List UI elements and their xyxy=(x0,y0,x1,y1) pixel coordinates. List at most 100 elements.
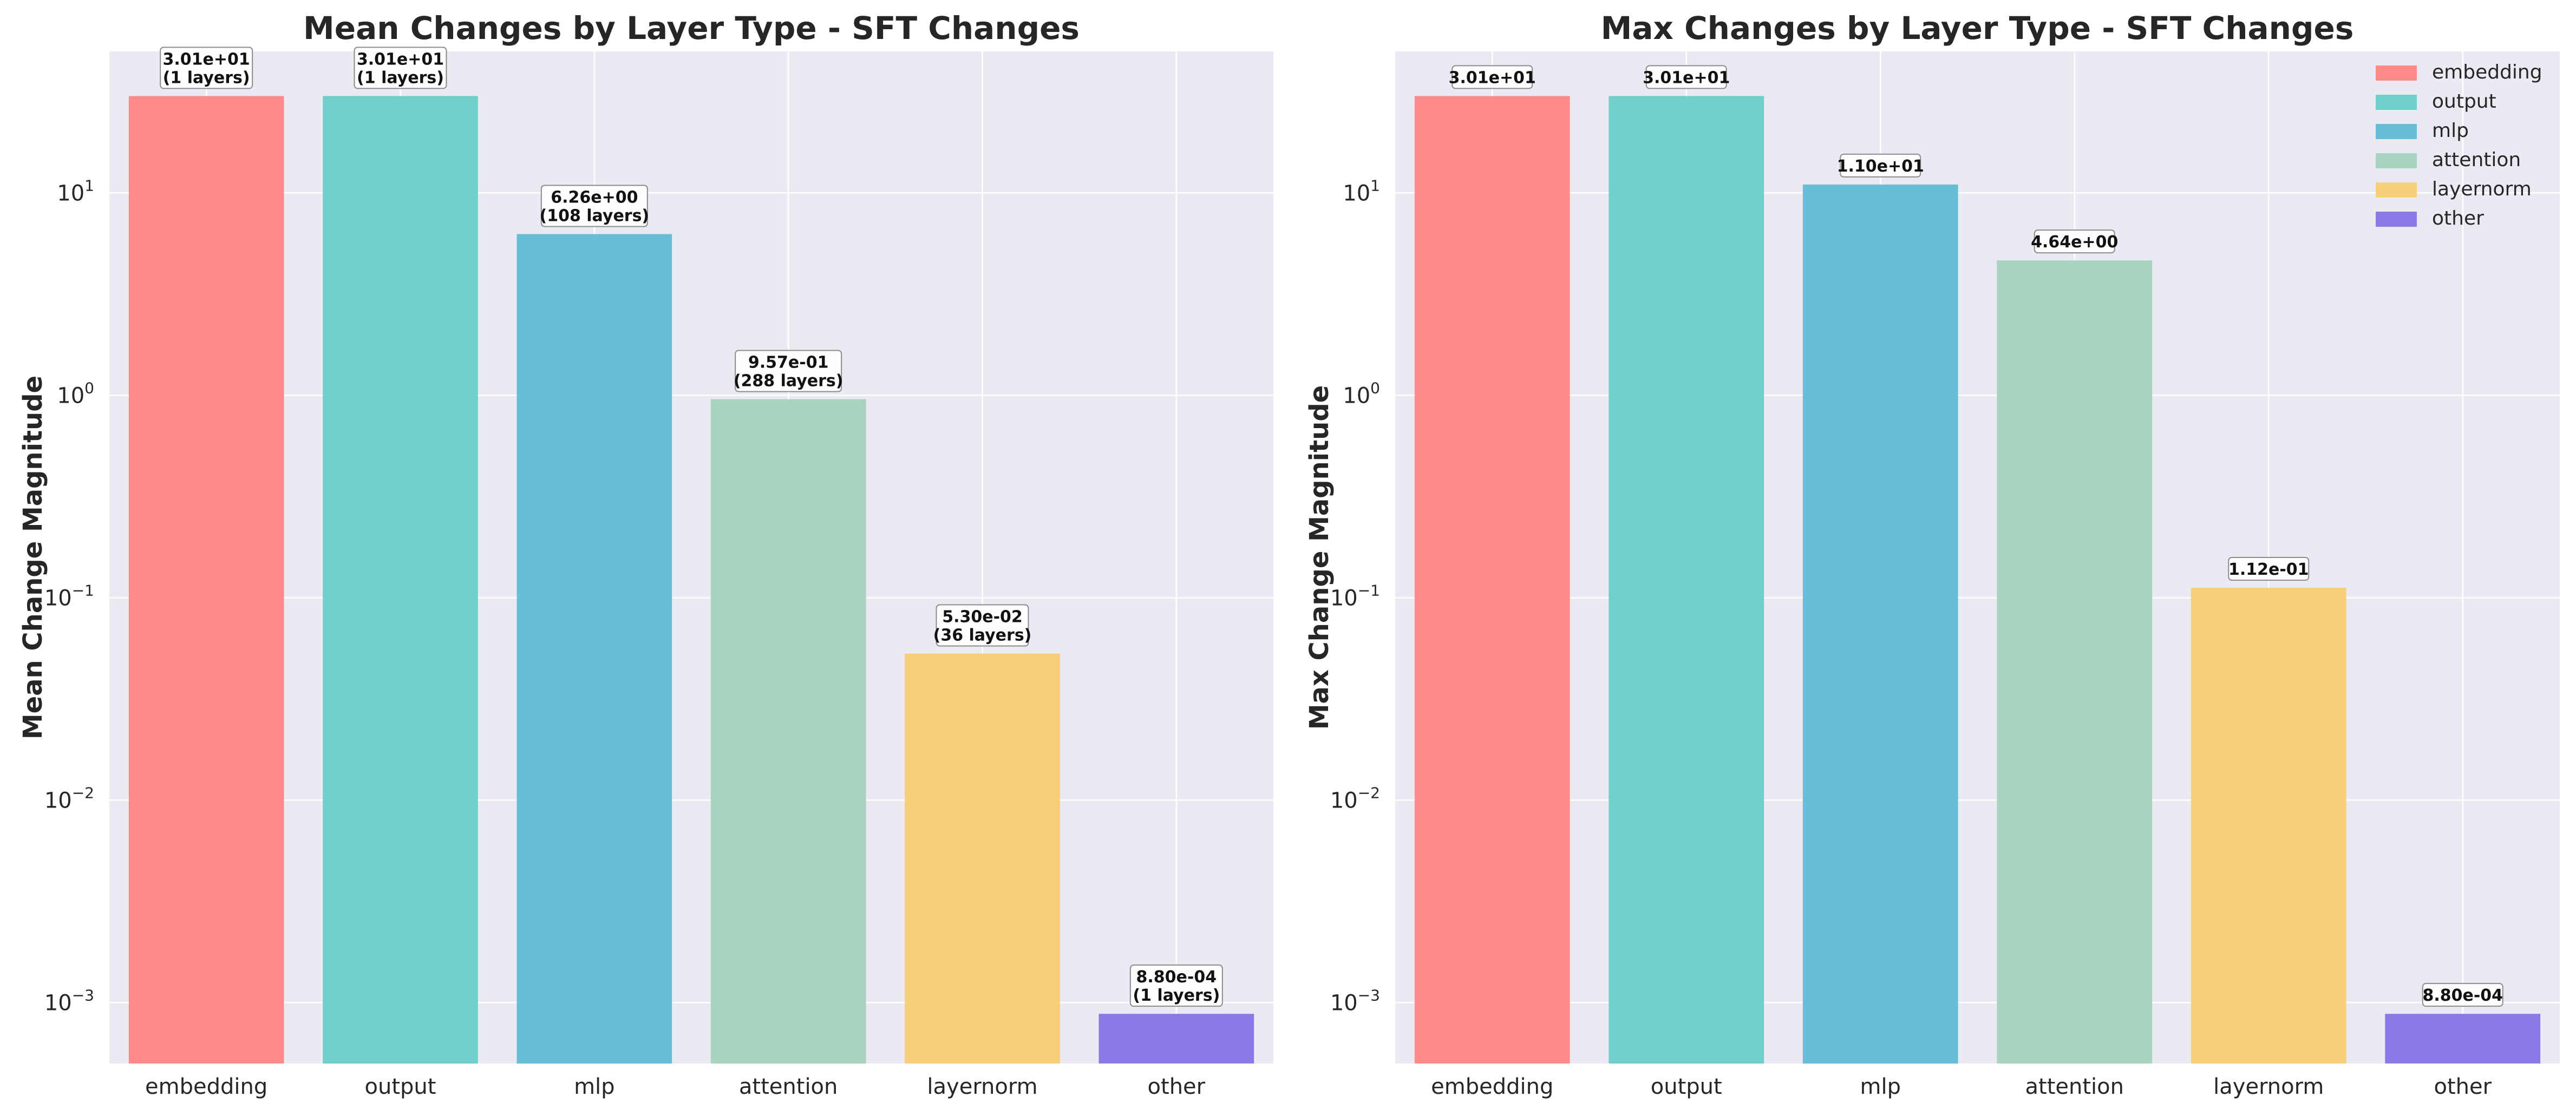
data-label-other: 8.80e-04(1 layers) xyxy=(1129,964,1223,1007)
data-label-box xyxy=(2034,229,2115,254)
y-tick-label: 100 xyxy=(1343,379,1380,408)
legend-swatch-other xyxy=(2376,212,2417,227)
legend-label-mlp: mlp xyxy=(2432,120,2469,142)
plot-area xyxy=(109,51,1273,1064)
count-label: (36 layers) xyxy=(933,626,1032,645)
bar-other xyxy=(1099,1014,1254,1064)
bar-output xyxy=(1609,96,1764,1064)
legend-label-embedding: embedding xyxy=(2432,61,2542,83)
legend-swatch-output xyxy=(2376,95,2417,110)
data-label-attention: 4.64e+00 xyxy=(2031,229,2118,254)
count-label: (1 layers) xyxy=(1133,986,1220,1005)
x-tick-label: embedding xyxy=(145,1074,267,1099)
data-label-box xyxy=(1840,153,1921,178)
x-tick-label: other xyxy=(1148,1074,1206,1099)
y-tick-labels: 101 100 10−1 10−2 10−3 xyxy=(1330,176,1380,1015)
data-label-output: 3.01e+01(1 layers) xyxy=(354,47,447,89)
data-label-box xyxy=(1129,964,1223,1007)
y-tick-label: 100 xyxy=(57,379,94,408)
x-tick-label: embedding xyxy=(1431,1074,1553,1099)
value-label: 8.80e-04 xyxy=(1136,968,1217,987)
data-label-attention: 9.57e-01(288 layers) xyxy=(734,350,844,392)
data-labels: 3.01e+01(1 layers)3.01e+01(1 layers)6.26… xyxy=(160,47,1223,1007)
x-tick-labels: embedding output mlp attention layernorm othe… xyxy=(145,1074,1206,1099)
x-tick-label: other xyxy=(2434,1074,2492,1099)
data-label-embedding: 3.01e+01 xyxy=(1449,65,1536,89)
x-tick-label: output xyxy=(365,1074,436,1099)
data-label-other: 8.80e-04 xyxy=(2422,983,2503,1007)
data-label-box xyxy=(160,47,253,89)
bar-other xyxy=(2385,1014,2541,1064)
x-tick-label: layernorm xyxy=(2213,1074,2324,1099)
bar-mlp xyxy=(1802,184,1958,1064)
data-label-box xyxy=(2422,983,2503,1007)
data-label-output: 3.01e+01 xyxy=(1643,65,1730,89)
bar-embedding xyxy=(128,96,284,1064)
chart-title: Max Changes by Layer Type - SFT Changes xyxy=(1601,10,2354,47)
legend-label-attention: attention xyxy=(2432,149,2521,171)
bars xyxy=(1414,96,2541,1064)
y-tick-label: 101 xyxy=(1343,176,1380,206)
y-tick-label: 10−1 xyxy=(44,581,94,610)
legend: embedding output mlp attention layernorm othe… xyxy=(2376,61,2542,229)
legend-label-other: other xyxy=(2432,207,2484,229)
legend-label-layernorm: layernorm xyxy=(2432,178,2532,200)
legend-swatch-embedding xyxy=(2376,65,2417,81)
count-label: (1 layers) xyxy=(163,68,250,87)
bar-output xyxy=(323,96,478,1064)
count-label: (108 layers) xyxy=(540,206,650,225)
value-label: 4.64e+00 xyxy=(2031,233,2118,252)
data-label-box xyxy=(1645,65,1727,89)
x-tick-label: attention xyxy=(739,1074,838,1099)
bar-layernorm xyxy=(905,653,1060,1064)
data-label-box xyxy=(735,350,842,392)
value-label: 1.12e-01 xyxy=(2228,560,2309,579)
y-axis-label: Max Change Magnitude xyxy=(1304,385,1335,730)
chart-title: Mean Changes by Layer Type - SFT Changes xyxy=(303,10,1080,47)
bar-layernorm xyxy=(2191,588,2346,1064)
bar-attention xyxy=(710,399,866,1064)
data-label-box xyxy=(2228,557,2310,581)
value-label: 8.80e-04 xyxy=(2422,986,2503,1005)
y-tick-label: 10−2 xyxy=(44,784,94,813)
value-label: 3.01e+01 xyxy=(357,50,444,69)
y-tick-label: 10−3 xyxy=(1330,986,1380,1015)
value-label: 6.26e+00 xyxy=(551,188,638,207)
value-label: 5.30e-02 xyxy=(942,608,1023,627)
y-tick-label: 10−1 xyxy=(1330,581,1380,610)
data-label-embedding: 3.01e+01(1 layers) xyxy=(160,47,253,89)
legend-swatch-mlp xyxy=(2376,124,2417,139)
data-label-mlp: 6.26e+00(108 layers) xyxy=(540,185,650,227)
value-label: 3.01e+01 xyxy=(1449,68,1536,87)
bar-attention xyxy=(1997,260,2153,1064)
data-label-layernorm: 1.12e-01 xyxy=(2228,557,2310,581)
x-tick-label: mlp xyxy=(1860,1074,1901,1099)
bar-embedding xyxy=(1414,96,1570,1064)
legend-label-output: output xyxy=(2432,90,2496,113)
x-tick-label: mlp xyxy=(574,1074,614,1099)
data-label-layernorm: 5.30e-02(36 layers) xyxy=(933,604,1032,647)
bars xyxy=(128,96,1254,1064)
y-tick-label: 10−2 xyxy=(1330,784,1380,813)
data-label-box xyxy=(1452,65,1533,89)
x-tick-label: layernorm xyxy=(927,1074,1037,1099)
y-tick-label: 10−3 xyxy=(44,986,94,1015)
count-label: (288 layers) xyxy=(734,372,844,391)
value-label: 9.57e-01 xyxy=(748,353,829,372)
y-tick-label: 101 xyxy=(57,176,94,206)
value-label: 3.01e+01 xyxy=(163,50,250,69)
x-tick-labels: embedding output mlp attention layernorm othe… xyxy=(1431,1074,2492,1099)
data-label-mlp: 1.10e+01 xyxy=(1837,153,1924,178)
bar-mlp xyxy=(516,234,672,1064)
legend-swatch-attention xyxy=(2376,153,2417,168)
data-labels: 3.01e+01 3.01e+01 1.10e+01 4.64e+00 1.12e-01… xyxy=(1449,65,2503,1007)
x-tick-label: attention xyxy=(2025,1074,2124,1099)
plot-area xyxy=(1395,51,2560,1064)
data-label-box xyxy=(354,47,447,89)
data-label-box xyxy=(936,604,1029,647)
mean-changes-chart: 3.01e+01(1 layers)3.01e+01(1 layers)6.26… xyxy=(18,10,1273,1099)
y-axis-label: Mean Change Magnitude xyxy=(18,376,48,739)
data-label-box xyxy=(540,185,648,227)
max-changes-chart: 3.01e+01 3.01e+01 1.10e+01 4.64e+00 1.12e-01… xyxy=(1304,10,2560,1099)
